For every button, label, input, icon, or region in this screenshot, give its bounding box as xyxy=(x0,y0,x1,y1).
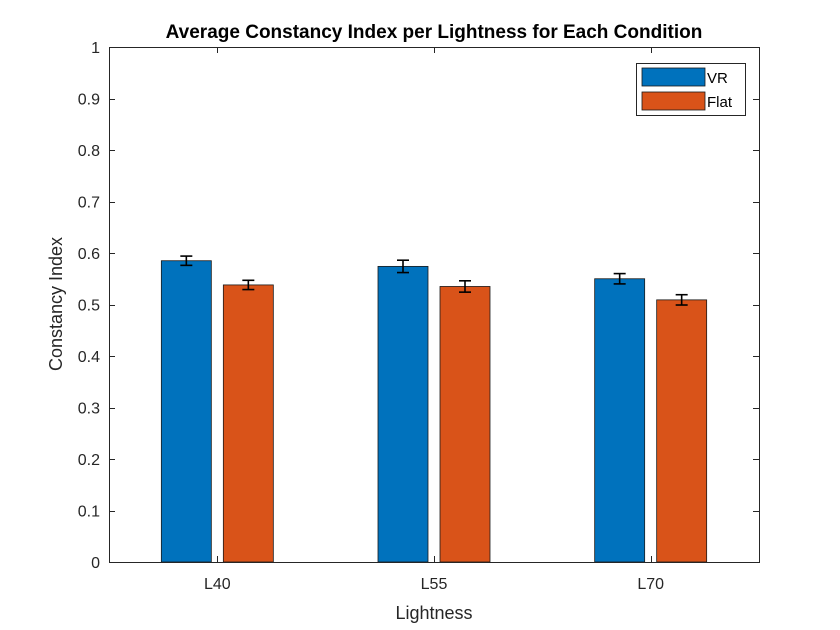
y-tick-label: 0.5 xyxy=(78,298,100,315)
y-tick-label: 0.4 xyxy=(78,349,100,366)
y-tick-label: 0.6 xyxy=(78,246,100,263)
bar-vr-l55 xyxy=(377,265,429,563)
error-bar-flat-l70 xyxy=(675,293,688,306)
x-tick-label: L40 xyxy=(204,576,231,593)
y-tick-label: 0.3 xyxy=(78,401,100,418)
error-bar-vr-l40 xyxy=(180,255,193,267)
legend-label-flat: Flat xyxy=(707,94,733,111)
x-tick-label: L70 xyxy=(637,576,664,593)
y-tick-label: 0.2 xyxy=(78,452,100,469)
y-tick-label: 0.1 xyxy=(78,504,100,521)
x-axis-label: Lightness xyxy=(395,603,472,623)
legend: VR Flat xyxy=(636,63,746,116)
error-bars-group xyxy=(180,255,688,306)
legend-label-vr: VR xyxy=(707,70,728,87)
legend-swatch-flat xyxy=(641,91,706,111)
y-tick-label: 0 xyxy=(91,555,100,572)
y-tick-label: 0.9 xyxy=(78,92,100,109)
legend-swatch-vr xyxy=(641,67,706,87)
chart-title: Average Constancy Index per Lightness fo… xyxy=(166,22,703,43)
y-tick-label: 0.8 xyxy=(78,143,100,160)
bar-flat-l40 xyxy=(222,284,274,563)
bar-flat-l55 xyxy=(439,286,491,563)
y-axis-ticks: 0 0.1 0.2 0.3 0.4 0.5 0.6 0.7 0.8 0.9 1 xyxy=(78,40,759,572)
error-bar-flat-l40 xyxy=(242,279,255,291)
error-bar-vr-l55 xyxy=(397,259,409,274)
plot-area xyxy=(109,47,759,562)
bar-flat-l70 xyxy=(656,299,708,563)
x-tick-label: L55 xyxy=(421,576,448,593)
error-bar-vr-l70 xyxy=(613,272,626,285)
y-tick-label: 0.7 xyxy=(78,195,100,212)
y-axis-label: Constancy Index xyxy=(46,237,66,371)
y-tick-label: 1 xyxy=(91,40,100,57)
x-axis-ticks: L40 L55 L70 xyxy=(204,47,664,593)
error-bar-flat-l55 xyxy=(459,280,471,293)
bar-vr-l70 xyxy=(594,278,646,563)
bar-vr-l40 xyxy=(160,260,212,563)
